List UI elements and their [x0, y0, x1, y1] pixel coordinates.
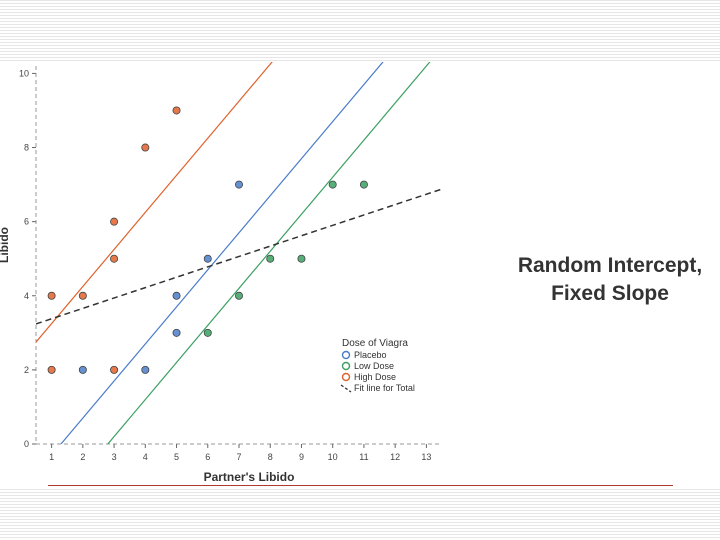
- data-point-placebo: [203, 254, 212, 263]
- data-point-high-dose: [172, 106, 181, 115]
- data-point-high-dose: [47, 291, 56, 300]
- data-point-placebo: [172, 328, 181, 337]
- legend-entry: Low Dose: [354, 361, 394, 371]
- y-tick-label: 4: [24, 291, 29, 301]
- x-tick-label: 13: [421, 452, 431, 462]
- x-tick-label: 7: [236, 452, 241, 462]
- x-tick-label: 12: [390, 452, 400, 462]
- data-point-high-dose: [47, 365, 56, 374]
- y-tick-label: 0: [24, 439, 29, 449]
- y-tick-label: 8: [24, 143, 29, 153]
- legend-title: Dose of Viagra: [342, 338, 408, 349]
- data-point-high-dose: [78, 291, 87, 300]
- x-tick-label: 3: [112, 452, 117, 462]
- x-tick-label: 10: [328, 452, 338, 462]
- x-tick-label: 1: [49, 452, 54, 462]
- data-point-low-dose: [328, 180, 337, 189]
- y-axis-label: Libido: [0, 227, 11, 263]
- data-points: [47, 106, 368, 374]
- x-tick-label: 6: [205, 452, 210, 462]
- y-tick-label: 10: [19, 68, 29, 78]
- data-point-low-dose: [266, 254, 275, 263]
- legend-marker-low-dose: [341, 361, 351, 371]
- data-point-low-dose: [359, 180, 368, 189]
- data-point-placebo: [172, 291, 181, 300]
- slide-title-line-2: Fixed Slope: [551, 282, 669, 305]
- x-tick-label: 8: [268, 452, 273, 462]
- legend-entry: Fit line for Total: [354, 383, 415, 393]
- x-tick-label: 5: [174, 452, 179, 462]
- slide-divider-line: [48, 485, 673, 486]
- slide-title: Random Intercept, Fixed Slope: [490, 252, 720, 308]
- x-axis-label: Partner's Libido: [204, 470, 295, 484]
- y-tick-label: 6: [24, 217, 29, 227]
- legend-marker-placebo: [341, 350, 351, 360]
- legend-marker-high-dose: [341, 372, 351, 382]
- slide-title-line-1: Random Intercept,: [517, 254, 703, 277]
- y-tick-label: 2: [24, 365, 29, 375]
- data-point-high-dose: [110, 217, 119, 226]
- x-tick-label: 2: [80, 452, 85, 462]
- fit-line-low-dose: [107, 62, 431, 444]
- fit-line-high-dose: [36, 62, 273, 343]
- fit-line-total: [36, 188, 442, 325]
- data-point-low-dose: [203, 328, 212, 337]
- decorative-stripes-top: [0, 0, 720, 62]
- legend-entry: Placebo: [354, 350, 387, 360]
- legend-entry: High Dose: [354, 372, 396, 382]
- data-point-high-dose: [141, 143, 150, 152]
- x-tick-label: 4: [143, 452, 148, 462]
- data-point-high-dose: [110, 254, 119, 263]
- x-tick-label: 9: [299, 452, 304, 462]
- data-point-low-dose: [234, 291, 243, 300]
- decorative-stripes-bottom: [0, 486, 720, 540]
- data-point-low-dose: [297, 254, 306, 263]
- data-point-placebo: [234, 180, 243, 189]
- x-tick-label: 11: [359, 452, 368, 462]
- fit-lines: [36, 62, 442, 444]
- fit-line-placebo: [60, 62, 384, 444]
- data-point-placebo: [141, 365, 150, 374]
- data-point-high-dose: [110, 365, 119, 374]
- legend-marker-total: [340, 384, 352, 393]
- data-point-placebo: [78, 365, 87, 374]
